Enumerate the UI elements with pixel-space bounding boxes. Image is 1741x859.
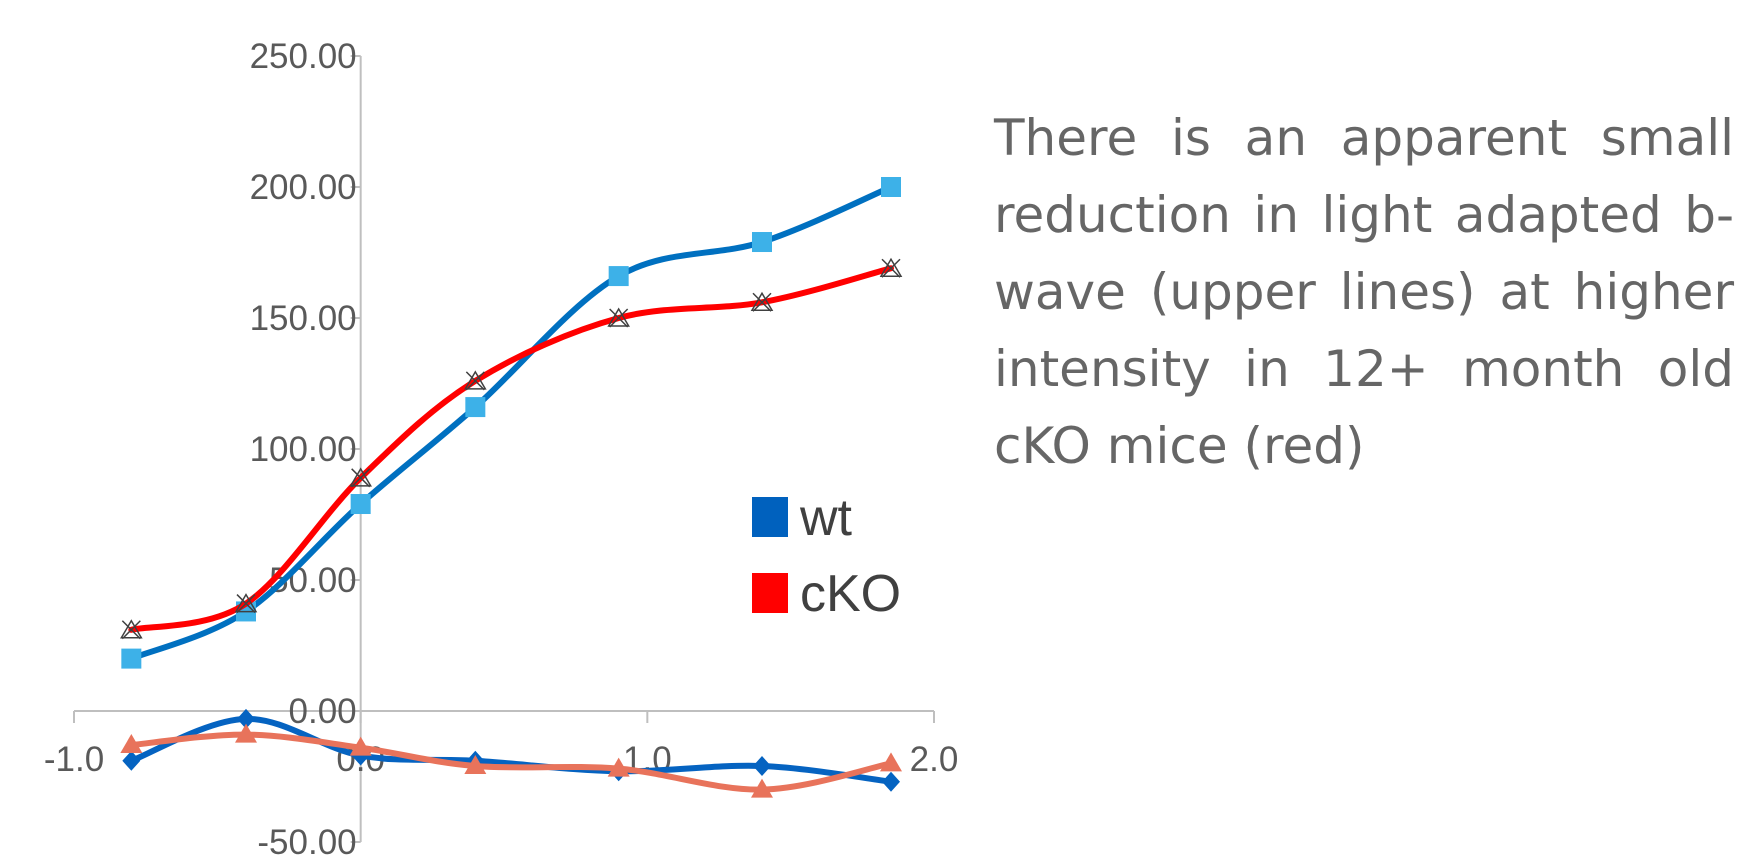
data-point: [120, 619, 143, 640]
series-cKO: [120, 257, 903, 640]
data-point: [750, 291, 774, 312]
data-point: [349, 736, 372, 756]
series-a-wave-2: [122, 708, 900, 792]
data-point: [464, 755, 487, 775]
legend-label: cKO: [800, 565, 901, 623]
legend-swatch: [752, 573, 788, 613]
data-point: [879, 257, 903, 278]
series-layer: [120, 177, 903, 798]
data-point: [350, 494, 371, 515]
legend-swatch: [752, 497, 788, 537]
data-point: [607, 307, 630, 328]
data-point: [751, 778, 773, 798]
data-point: [882, 771, 900, 792]
data-point: [880, 752, 902, 772]
data-point: [120, 734, 143, 754]
data-point: [753, 756, 771, 777]
data-point: [121, 648, 142, 669]
data-point: [235, 723, 257, 743]
legend: wt cKO: [752, 489, 901, 623]
annotation-text: There is an apparent small reduction in …: [994, 109, 1734, 475]
y-tick-label: 250.00: [250, 37, 357, 76]
data-point: [464, 370, 487, 391]
data-point: [465, 397, 486, 418]
data-point: [752, 232, 772, 253]
y-tick-label: 150.00: [250, 299, 357, 338]
y-tick-label: 200.00: [250, 168, 357, 207]
x-tick-label: -1.0: [44, 740, 104, 779]
y-tick-label: -50.00: [257, 823, 356, 859]
y-tick-label: 100.00: [250, 430, 357, 469]
data-point: [237, 708, 255, 729]
data-point: [234, 593, 258, 614]
x-tick-label: 2.0: [910, 740, 959, 779]
y-tick-label: 0.00: [289, 692, 357, 731]
data-point: [122, 750, 141, 771]
legend-label: wt: [799, 489, 853, 547]
data-point: [608, 266, 629, 287]
series-a-wave-3: [120, 723, 902, 798]
data-point: [349, 467, 372, 488]
data-point: [607, 757, 630, 777]
data-point: [881, 177, 901, 197]
